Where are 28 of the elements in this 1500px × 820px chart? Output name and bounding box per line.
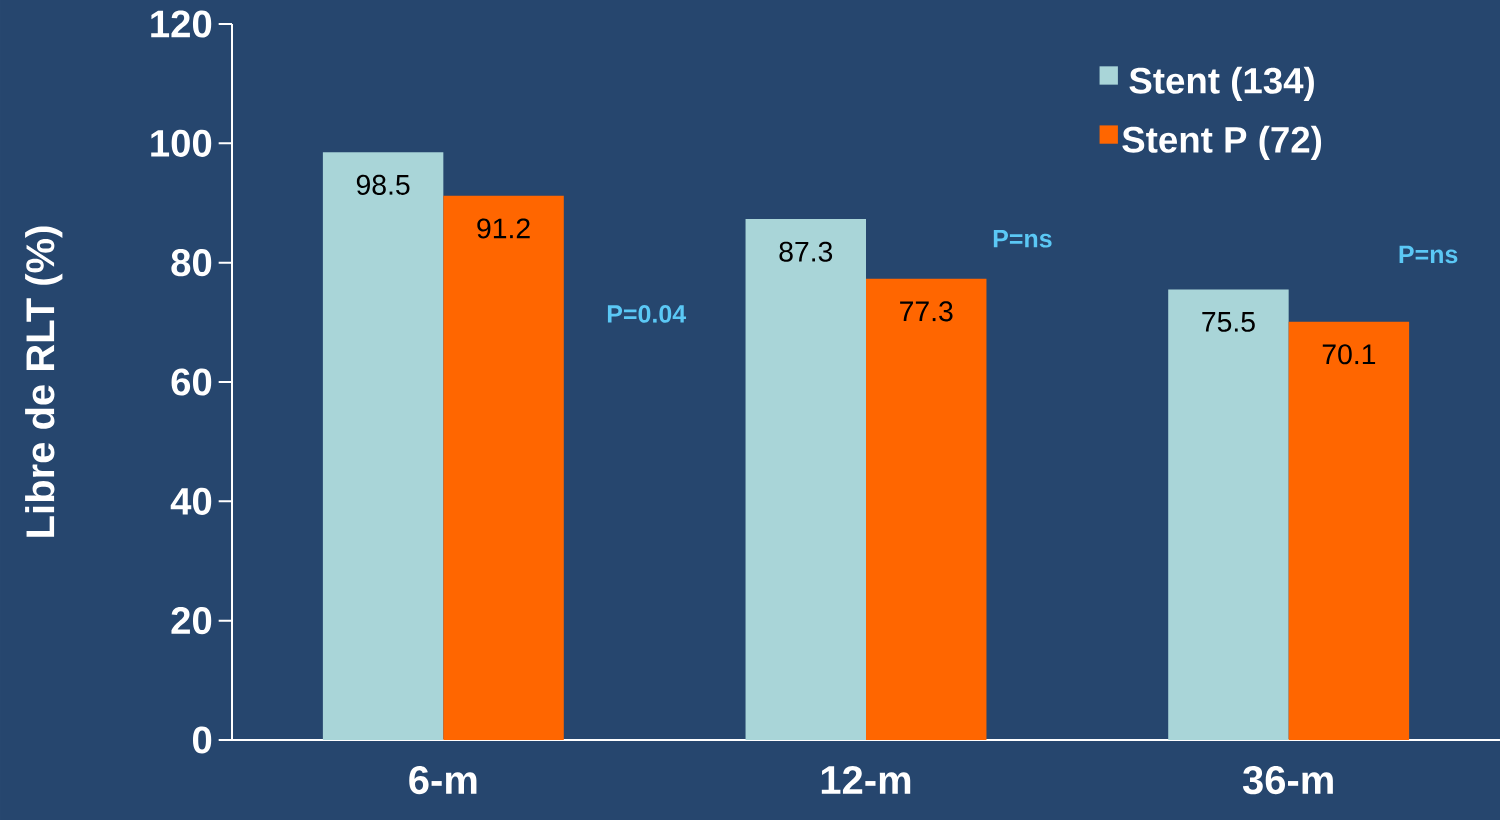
bar bbox=[1168, 289, 1289, 740]
legend-label: Stent (134) bbox=[1129, 66, 1314, 101]
data-label: 87.3 bbox=[779, 241, 833, 262]
data-label: 75.5 bbox=[1202, 312, 1255, 332]
data-label: 70.1 bbox=[1322, 344, 1376, 365]
annotation: P=ns bbox=[1399, 245, 1458, 264]
bar bbox=[443, 195, 564, 740]
bar bbox=[745, 219, 867, 740]
annotation: P=0.04 bbox=[607, 305, 687, 323]
y-tick-label: 80 bbox=[171, 249, 212, 277]
data-label: 91.2 bbox=[477, 218, 530, 239]
y-axis-title: Libre de RLT (%) bbox=[25, 226, 63, 537]
y-tick-label: 20 bbox=[171, 607, 212, 635]
y-tick-label: 0 bbox=[192, 726, 212, 754]
data-label: 98.5 bbox=[356, 174, 410, 195]
data-label: 77.3 bbox=[900, 301, 953, 322]
bar bbox=[322, 152, 444, 740]
y-tick-label: 40 bbox=[170, 487, 212, 515]
y-tick-label: 60 bbox=[171, 368, 212, 396]
annotation: P=ns bbox=[993, 230, 1052, 248]
x-tick-label: 6-m bbox=[409, 765, 477, 795]
bar bbox=[1288, 321, 1410, 740]
y-tick-label: 120 bbox=[151, 10, 212, 38]
bar bbox=[866, 278, 987, 740]
y-tick-label: 100 bbox=[151, 129, 212, 157]
x-tick-label: 12-m bbox=[821, 765, 911, 794]
legend-label: Stent P (72) bbox=[1122, 125, 1322, 161]
x-tick-label: 36-m bbox=[1242, 765, 1333, 795]
